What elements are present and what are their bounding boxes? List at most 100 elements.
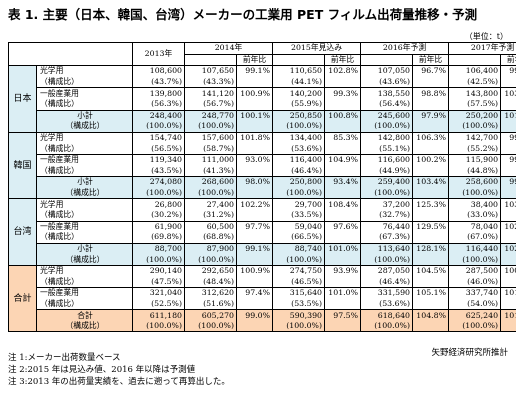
share-label: （構成比） xyxy=(36,187,133,199)
value-cell: 93.4% xyxy=(324,176,362,188)
value-cell: 97.7% xyxy=(235,220,274,233)
value-cell: 315,640 xyxy=(272,287,326,299)
value-cell: 129.5% xyxy=(412,220,450,233)
share-cell: (53.6%) xyxy=(272,143,326,155)
empty-cell xyxy=(412,165,450,177)
shipment-table: 2013年 2014年 2015年見込み 2016年予測 2017年予測 前年比 前年比 前年… xyxy=(8,41,516,333)
value-cell: 116,440 xyxy=(448,242,502,255)
item-row: 小計 274,080 268,600 98.0% 250,800 93.4% 259,400… xyxy=(9,176,516,188)
header-row: 2013年 2014年 2015年見込み 2016年予測 2017年予測 xyxy=(8,41,516,67)
value-cell: 274,750 xyxy=(272,264,326,277)
empty-cell xyxy=(324,165,362,177)
share-row: （構成比） (100.0%) (100.0%) (100.0%) (100.0%) (10… xyxy=(9,187,516,199)
share-label: （構成比） xyxy=(36,209,133,221)
share-cell: (66.5%) xyxy=(272,232,326,244)
value-cell: 101.0% xyxy=(324,242,362,255)
value-cell: 88,740 xyxy=(272,242,326,255)
share-row: （構成比） (30.2%) (31.2%) (33.5%) (32.7%) (33.0%) xyxy=(9,209,516,221)
value-cell: 312,620 xyxy=(184,287,237,299)
share-cell: (57.5%) xyxy=(448,98,502,111)
empty-cell xyxy=(412,98,450,111)
share-cell: (46.4%) xyxy=(360,276,414,288)
value-cell: 157,600 xyxy=(184,131,237,144)
empty-cell xyxy=(235,320,274,333)
value-cell: 143,800 xyxy=(448,87,502,99)
value-cell: 611,180 xyxy=(132,309,185,321)
item-label: 一般産業用 xyxy=(36,153,133,166)
share-cell: (53.6%) xyxy=(360,298,414,310)
year-header: 2016年予測 xyxy=(360,42,450,55)
value-cell: 99.3% xyxy=(324,87,362,99)
notes: 注 1:メーカー出荷数量ベース注 2:2015 年は見込み値、2016 年以降は… xyxy=(8,352,230,388)
share-label: （構成比） xyxy=(36,143,133,155)
table-header: 2013年 2014年 2015年見込み 2016年予測 2017年予測 前年比 前年比 前年… xyxy=(8,41,516,67)
empty-cell xyxy=(500,298,516,310)
share-cell: (100.0%) xyxy=(448,254,502,266)
empty-cell xyxy=(412,320,450,333)
empty-cell xyxy=(324,209,362,221)
share-cell: (51.6%) xyxy=(184,298,237,310)
empty-cell xyxy=(235,276,274,288)
ratio-header: 前年比 xyxy=(412,53,450,67)
value-cell: 100.9% xyxy=(235,264,274,277)
share-label: （構成比） xyxy=(36,298,133,310)
empty-cell xyxy=(324,298,362,310)
table-body: 日本 光学用 108,600 107,650 99.1% 110,650 102.8% 107… xyxy=(8,65,516,333)
value-cell: 104.5% xyxy=(412,264,450,277)
item-label: 合計 xyxy=(36,309,133,321)
value-cell: 142,800 xyxy=(360,131,414,144)
value-cell: 128.1% xyxy=(412,242,450,255)
value-cell: 101.9% xyxy=(500,109,516,122)
value-cell: 102.2% xyxy=(235,198,274,210)
value-cell: 139,800 xyxy=(132,87,185,99)
value-cell: 99.4% xyxy=(500,65,516,77)
value-cell: 292,650 xyxy=(184,264,237,277)
share-cell: (33.5%) xyxy=(272,209,326,221)
group-label: 合計 xyxy=(8,264,37,333)
value-cell: 134,400 xyxy=(272,131,326,144)
value-cell: 76,440 xyxy=(360,220,414,233)
share-cell: (44.1%) xyxy=(272,76,326,88)
item-row: 一般産業用 321,040 312,620 97.4% 315,640 101.0% 331… xyxy=(9,287,516,299)
value-cell: 142,700 xyxy=(448,131,502,144)
empty-cell xyxy=(235,143,274,155)
empty-cell xyxy=(324,98,362,111)
item-label: 光学用 xyxy=(36,131,133,144)
value-cell: 107,050 xyxy=(360,65,414,77)
value-cell: 101.1% xyxy=(500,309,516,321)
share-cell: (43.5%) xyxy=(132,165,185,177)
share-label: （構成比） xyxy=(36,98,133,111)
empty-cell xyxy=(235,165,274,177)
share-label: （構成比） xyxy=(36,165,133,177)
value-cell: 268,600 xyxy=(184,176,237,188)
share-row: （構成比） (43.5%) (41.3%) (46.4%) (44.9%) (44.8%) xyxy=(9,165,516,177)
value-cell: 99.9% xyxy=(500,131,516,144)
share-row: （構成比） (100.0%) (100.0%) (100.0%) (100.0%) (10… xyxy=(9,254,516,266)
share-cell: (32.7%) xyxy=(360,209,414,221)
empty-cell xyxy=(412,143,450,155)
year-header: 2017年予測 xyxy=(448,42,516,55)
header-cell xyxy=(8,41,133,67)
share-cell: (55.9%) xyxy=(272,98,326,111)
value-cell: 625,240 xyxy=(448,309,502,321)
share-cell: (46.5%) xyxy=(272,276,326,288)
share-label: （構成比） xyxy=(36,76,133,88)
share-cell: (42.5%) xyxy=(448,76,502,88)
share-cell: (48.4%) xyxy=(184,276,237,288)
empty-cell xyxy=(412,209,450,221)
share-cell: (44.8%) xyxy=(448,165,502,177)
share-label: （構成比） xyxy=(36,232,133,244)
item-label: 小計 xyxy=(36,242,133,255)
item-row: 日本 光学用 108,600 107,650 99.1% 110,650 102.8% 107… xyxy=(8,65,516,133)
value-cell: 605,270 xyxy=(184,309,237,321)
share-row: （構成比） (56.5%) (58.7%) (53.6%) (55.1%) (55.2%) xyxy=(9,143,516,155)
value-cell: 337,740 xyxy=(448,287,502,299)
empty-cell xyxy=(500,276,516,288)
group-label: 日本 xyxy=(8,65,37,133)
value-cell: 96.7% xyxy=(412,65,450,77)
share-cell: (33.0%) xyxy=(448,209,502,221)
share-cell: (100.0%) xyxy=(184,187,237,199)
value-cell: 60,500 xyxy=(184,220,237,233)
empty-cell xyxy=(235,209,274,221)
item-label: 一般産業用 xyxy=(36,87,133,99)
